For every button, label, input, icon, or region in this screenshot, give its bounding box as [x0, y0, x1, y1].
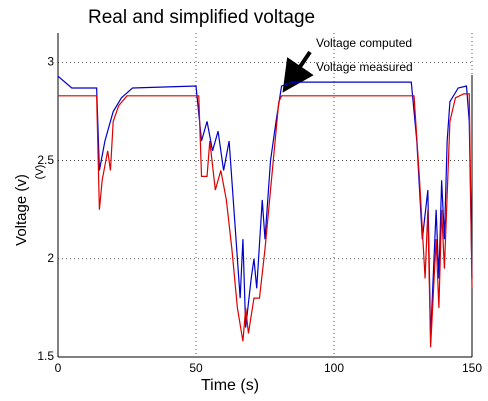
- x-tick-label: 50: [189, 361, 203, 375]
- x-tick-label: 150: [462, 361, 482, 375]
- y-tick-label: 1.5: [37, 349, 54, 363]
- series-line: [58, 93, 473, 348]
- series-line: [57, 75, 473, 338]
- legend-label: Voltage measured: [316, 60, 413, 74]
- legend-label: Voltage computed: [316, 36, 412, 50]
- y-tick-label: 2.5: [37, 153, 54, 167]
- unit-label: (V): [34, 165, 46, 180]
- x-axis-label: Time (s): [201, 377, 259, 394]
- y-axis-label: Voltage (v): [13, 174, 30, 246]
- annotation-arrow: [282, 50, 314, 93]
- x-tick-label: 0: [55, 361, 62, 375]
- chart-title: Real and simplified voltage: [88, 7, 315, 28]
- y-tick-label: 3: [47, 55, 54, 69]
- x-tick-label: 100: [324, 361, 344, 375]
- plot-area: 1.5 2 2.5 3 0 50 100 150: [37, 33, 482, 375]
- y-tick-label: 2: [47, 251, 54, 265]
